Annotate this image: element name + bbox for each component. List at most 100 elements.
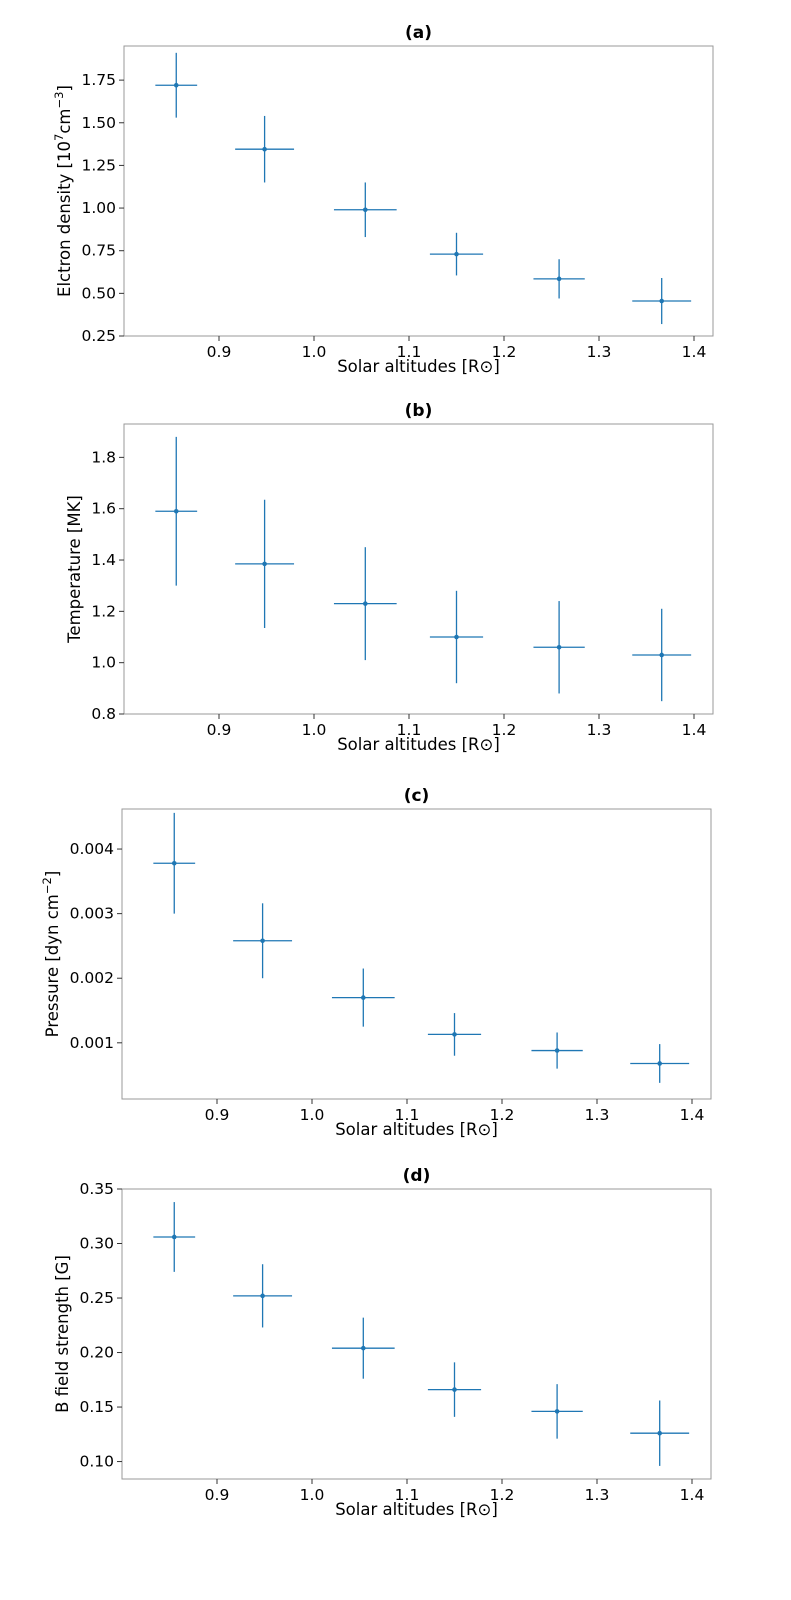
data-marker [454, 634, 459, 640]
y-tick-label: 0.10 [79, 1453, 114, 1471]
panel-title: (b) [405, 401, 433, 421]
data-marker [657, 1430, 662, 1436]
x-tick-label: 1.1 [397, 721, 422, 739]
data-point [632, 278, 692, 325]
y-tick-label: 1.00 [81, 199, 116, 217]
data-point [429, 232, 484, 276]
data-point [531, 1384, 583, 1439]
panel-a: (a) 0.9 1.0 1.1 1.2 1.3 1.4 0.25 0.50 0.75 1.00 1.2… [52, 23, 714, 376]
x-tick-label: 1.4 [680, 1486, 705, 1504]
x-tick-label: 1.3 [587, 343, 612, 361]
x-axis-label: Solar altitudes [R⊙] [337, 357, 500, 376]
y-axis-label: Pressure [dyn cm−2] [40, 871, 62, 1038]
y-axis-label: Temperature [MK] [65, 495, 84, 644]
x-tick-label: 1.2 [490, 1486, 515, 1504]
data-point [533, 259, 585, 299]
data-marker [363, 207, 368, 213]
plot-frame [123, 423, 714, 715]
data-marker [361, 1345, 366, 1351]
x-tick-label: 1.1 [395, 1486, 420, 1504]
data-point [427, 1362, 482, 1417]
plot-frame [123, 45, 714, 337]
data-point [233, 903, 293, 979]
panel-title: (a) [405, 23, 432, 43]
data-marker [173, 508, 179, 514]
y-tick-label: 1.25 [81, 156, 116, 174]
panel-title: (d) [403, 1166, 431, 1186]
x-axis-label: Solar altitudes [R⊙] [335, 1120, 498, 1139]
data-point [153, 812, 196, 914]
data-marker [363, 601, 368, 606]
panel-title: (c) [404, 786, 430, 806]
y-axis-label: Elctron density [107cm−3] [52, 85, 74, 297]
data-marker [260, 938, 265, 944]
y-tick-label: 0.004 [70, 840, 114, 858]
data-point [632, 608, 692, 702]
data-marker [260, 1293, 265, 1299]
x-tick-label: 1.3 [587, 721, 612, 739]
panel-d: (d) 0.9 1.0 1.1 1.2 1.3 1.4 0.10 0.15 0.20 0.25 0.3… [53, 1166, 712, 1519]
y-tick-label: 1.2 [91, 602, 116, 620]
y-axis-label: B field strength [G] [53, 1255, 72, 1413]
y-tick-label: 1.4 [91, 551, 116, 569]
x-tick-label: 1.0 [302, 343, 327, 361]
y-tick-label: 0.50 [81, 284, 116, 302]
y-tick-label: 0.001 [70, 1034, 114, 1052]
data-point [331, 968, 395, 1027]
data-point [155, 436, 198, 586]
y-tick-label: 1.0 [91, 654, 116, 672]
data-marker [452, 1387, 457, 1392]
data-point [333, 547, 397, 661]
data-point [333, 182, 397, 238]
data-marker [171, 860, 177, 866]
x-axis-label: Solar altitudes [R⊙] [337, 735, 500, 754]
x-tick-label: 1.0 [300, 1486, 325, 1504]
x-tick-label: 1.3 [585, 1486, 610, 1504]
data-point [331, 1317, 395, 1379]
data-point [427, 1013, 482, 1056]
y-tick-label: 0.75 [81, 242, 116, 260]
y-tick-label: 0.30 [79, 1235, 114, 1253]
data-marker [554, 1048, 560, 1053]
y-tick-label: 0.002 [70, 969, 114, 987]
data-marker [452, 1032, 457, 1037]
panel-b: (b) 0.9 1.0 1.1 1.2 1.3 1.4 0.8 1.0 1.2 1.4 1.6 1.8 S… [65, 401, 714, 754]
y-tick-label: 0.25 [81, 327, 116, 345]
data-point [533, 601, 585, 694]
data-marker [262, 561, 267, 567]
data-point [155, 52, 198, 118]
y-tick-label: 0.15 [79, 1398, 114, 1416]
y-tick-label: 0.20 [79, 1344, 114, 1362]
data-marker [659, 652, 664, 658]
data-marker [171, 1234, 177, 1240]
data-marker [657, 1061, 662, 1066]
data-marker [454, 251, 459, 257]
data-point [630, 1400, 690, 1466]
x-tick-label: 0.9 [207, 343, 232, 361]
data-marker [659, 298, 664, 304]
y-tick-label: 1.8 [91, 448, 116, 466]
x-tick-label: 1.2 [492, 343, 517, 361]
y-tick-label: 0.8 [91, 705, 116, 723]
data-point [630, 1044, 690, 1083]
data-marker [554, 1409, 560, 1414]
data-marker [173, 82, 179, 88]
x-tick-label: 0.9 [205, 1486, 230, 1504]
y-tick-label: 1.75 [81, 71, 116, 89]
y-tick-label: 0.25 [79, 1289, 114, 1307]
panel-c: (c) 0.9 1.0 1.1 1.2 1.3 1.4 0.001 0.002 0.003 0.00… [40, 786, 712, 1139]
x-axis-label: Solar altitudes [R⊙] [335, 1500, 498, 1519]
y-tick-label: 0.35 [79, 1180, 114, 1198]
y-tick-label: 0.003 [70, 905, 114, 923]
x-tick-label: 1.4 [682, 343, 707, 361]
x-tick-label: 1.2 [490, 1106, 515, 1124]
x-tick-label: 1.0 [302, 721, 327, 739]
data-marker [556, 644, 562, 650]
x-tick-label: 1.2 [492, 721, 517, 739]
data-point [235, 499, 295, 629]
data-point [233, 1264, 293, 1328]
data-point [235, 115, 295, 183]
x-tick-label: 1.3 [585, 1106, 610, 1124]
x-tick-label: 1.0 [300, 1106, 325, 1124]
data-point [153, 1202, 196, 1272]
